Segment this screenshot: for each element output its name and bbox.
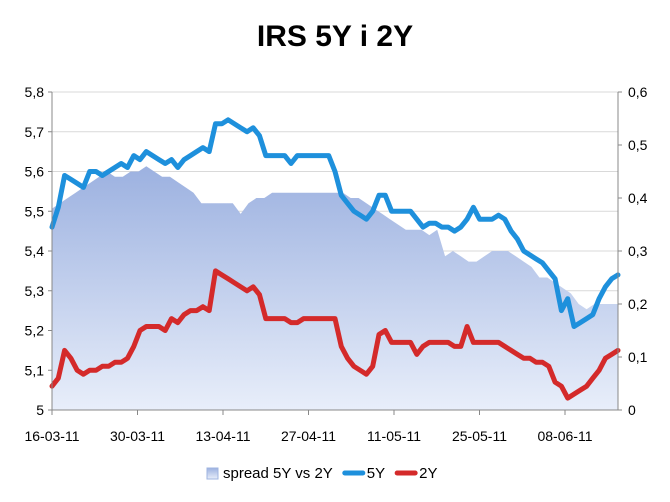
y-right-tick-label: 0,4	[628, 190, 648, 206]
legend-label: 5Y	[367, 465, 385, 482]
y-left-tick-label: 5,8	[25, 84, 45, 100]
chart-title: IRS 5Y i 2Y	[257, 20, 413, 53]
legend-swatch	[206, 467, 219, 480]
y-right-tick-label: 0,6	[628, 84, 648, 100]
x-tick-label: 25-05-11	[452, 428, 507, 444]
y-left-tick-label: 5,5	[25, 203, 45, 219]
y-left-tick-label: 5,6	[25, 164, 45, 180]
x-tick-label: 27-04-11	[281, 428, 336, 444]
series-area-spread	[52, 166, 618, 410]
x-tick-label: 16-03-11	[24, 428, 79, 444]
series-line-2y	[49, 268, 621, 401]
y-right-tick-label: 0,3	[628, 243, 648, 259]
line-layer	[49, 117, 621, 401]
y-left-tick-label: 5	[36, 402, 44, 418]
x-tick-label: 30-03-11	[110, 428, 165, 444]
x-tick-label: 13-04-11	[195, 428, 250, 444]
series-line-5y	[49, 117, 621, 329]
legend-label: spread 5Y vs 2Y	[223, 465, 333, 482]
y-right-tick-label: 0,5	[628, 137, 648, 153]
legend: spread 5Y vs 2Y 5Y 2Y	[206, 465, 438, 482]
axes: 5 5,1 5,2 5,3 5,4 5,5 5,6 5,7 5,8 0 0,1 0,2 0,3 0,4 0,…	[24, 84, 647, 444]
legend-label: 2Y	[419, 465, 437, 482]
y-left-tick-label: 5,4	[25, 243, 45, 259]
x-tick-label: 11-05-11	[367, 428, 421, 444]
y-right-tick-label: 0,2	[628, 296, 648, 312]
x-tick-label: 08-06-11	[537, 428, 592, 444]
area-layer	[52, 166, 618, 410]
y-left-tick-label: 5,3	[25, 283, 45, 299]
y-left-tick-label: 5,1	[25, 362, 45, 378]
y-left-tick-label: 5,7	[25, 124, 45, 140]
y-left-tick-label: 5,2	[25, 323, 45, 339]
y-right-tick-label: 0,1	[628, 349, 648, 365]
y-right-tick-label: 0	[628, 402, 636, 418]
